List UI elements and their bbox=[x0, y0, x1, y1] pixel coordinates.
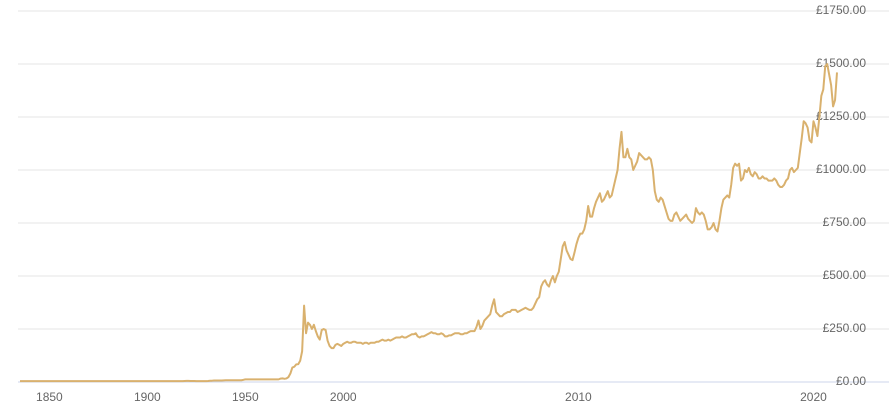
y-tick-label: £500.00 bbox=[823, 268, 867, 282]
y-tick-label: £250.00 bbox=[823, 321, 867, 335]
x-tick-label: 2020 bbox=[800, 390, 827, 404]
x-tick-label: 1850 bbox=[36, 390, 63, 404]
y-tick-label: £1250.00 bbox=[816, 109, 866, 123]
x-tick-label: 1900 bbox=[134, 390, 161, 404]
x-tick-label: 2010 bbox=[565, 390, 592, 404]
y-tick-label: £1500.00 bbox=[816, 56, 866, 70]
y-tick-label: £1000.00 bbox=[816, 162, 866, 176]
y-tick-label: £750.00 bbox=[823, 215, 867, 229]
price-line bbox=[20, 63, 838, 383]
y-tick-label: £0.00 bbox=[836, 374, 866, 388]
x-tick-label: 1950 bbox=[232, 390, 259, 404]
x-tick-label: 2000 bbox=[330, 390, 357, 404]
y-tick-label: £1750.00 bbox=[816, 3, 866, 17]
